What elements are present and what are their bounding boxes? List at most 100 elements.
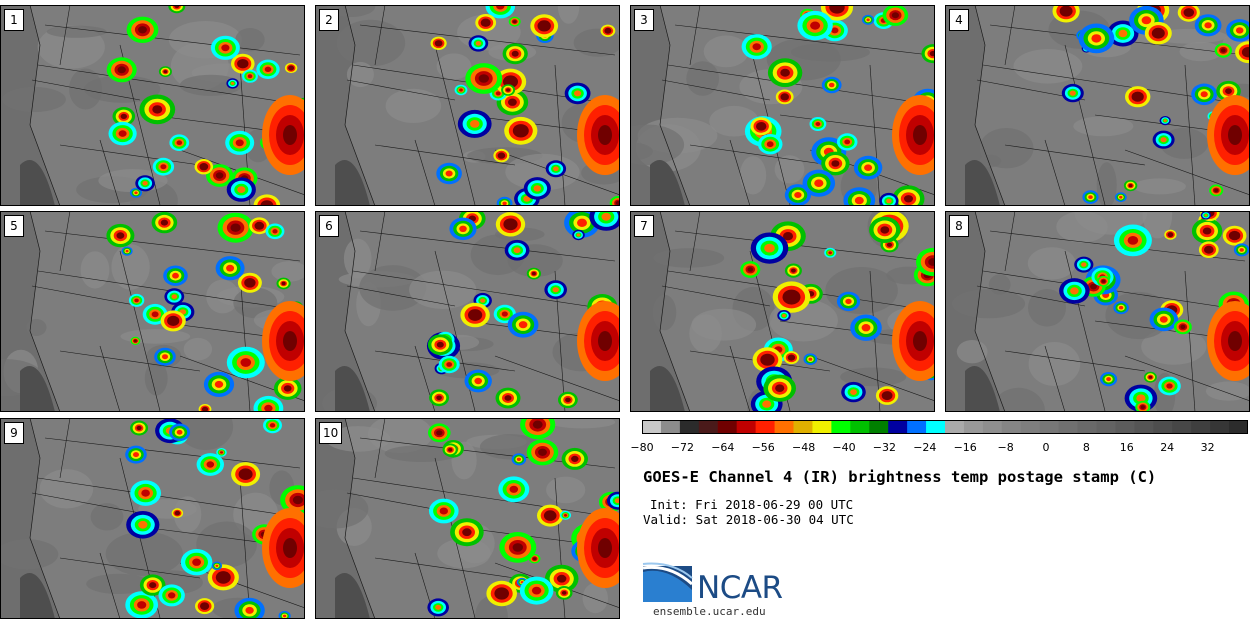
terrain-shade: [346, 61, 374, 88]
cloud-cell: [508, 98, 517, 106]
colorbar-swatch: [1191, 420, 1211, 434]
state-border: [99, 345, 121, 412]
colorbar-tick: −80: [630, 441, 654, 454]
cloud-cell: [497, 589, 506, 598]
storm-complex: [283, 538, 297, 558]
ir-map: [630, 211, 935, 412]
cloud-cell: [831, 27, 839, 34]
cloud-cell: [1118, 29, 1128, 38]
terrain-shade: [179, 74, 242, 96]
ir-map: [0, 211, 305, 412]
cloud-cell: [176, 140, 183, 145]
cloud-cell: [264, 66, 272, 72]
cloud-cell: [561, 591, 567, 595]
terrain-shade: [343, 238, 372, 279]
cloud-cell: [808, 357, 813, 361]
panel-frame: [315, 5, 620, 206]
cloud-cell: [886, 198, 892, 204]
state-border: [44, 24, 301, 56]
state-border: [59, 144, 201, 166]
map-panel: 8: [945, 211, 1250, 412]
state-border: [59, 418, 71, 479]
terrain-shade: [335, 160, 370, 206]
terrain-shade: [2, 86, 66, 113]
cloud-cell: [1159, 316, 1168, 323]
colorbar-swatch: [1096, 420, 1116, 434]
storm-complex: [1228, 125, 1242, 145]
cloud-cell: [160, 219, 168, 226]
cloud-cell: [1134, 93, 1142, 100]
terrain-shade: [0, 539, 59, 570]
cloud-cell: [786, 292, 797, 302]
cloud-cell: [502, 201, 507, 206]
cloud-cell: [436, 395, 442, 401]
cloud-cell: [247, 74, 253, 79]
state-border: [374, 211, 386, 272]
terrain-shade: [39, 469, 94, 509]
cloud-cell: [446, 362, 453, 367]
colorbar-swatch: [698, 420, 719, 434]
colorbar-tick: 24: [1160, 441, 1175, 454]
cloud-cell: [215, 172, 224, 179]
cloud-cell: [214, 380, 224, 388]
terrain-shade: [1027, 247, 1076, 280]
cloud-cell: [226, 264, 235, 272]
cloud-cell: [471, 311, 480, 319]
cloud-cell: [504, 395, 512, 401]
figure-title: GOES-E Channel 4 (IR) brightness temp po…: [643, 468, 1157, 486]
state-border: [59, 350, 201, 372]
cloud-cell: [1140, 405, 1145, 409]
colorbar-swatch: [869, 420, 889, 434]
cloud-cell: [1127, 236, 1139, 245]
cloud-cell: [138, 520, 148, 529]
terrain-shade: [652, 294, 677, 331]
ncar-logo-icon: [642, 562, 694, 602]
cloud-cell: [533, 557, 537, 560]
cloud-cell: [256, 223, 263, 229]
init-time: Init: Fri 2018-06-29 00 UTC: [650, 497, 854, 512]
cloud-cell: [230, 223, 241, 232]
cloud-cell: [565, 397, 571, 403]
coastline: [344, 211, 376, 412]
state-border: [1124, 355, 1250, 402]
colorbar-tick: −24: [913, 441, 937, 454]
cloud-cell: [764, 243, 775, 253]
colorbar-ticks: −80 −72 −64 −56 −48 −40 −32 −24 −16 −8 0…: [630, 441, 1248, 455]
site-url: ensemble.ucar.edu: [653, 605, 766, 618]
ocean-area: [315, 5, 375, 206]
terrain-shade: [177, 418, 234, 450]
cloud-cell: [557, 574, 567, 583]
cloud-cell: [518, 321, 528, 329]
terrain-shade: [965, 366, 1000, 412]
colorbar-tick: −8: [997, 441, 1014, 454]
terrain-shade: [630, 124, 685, 166]
cloud-cell: [928, 258, 935, 266]
cloud-cell: [1214, 188, 1219, 193]
map-panel: 6: [315, 211, 620, 412]
ir-map: [315, 418, 620, 619]
coastline: [974, 211, 1006, 412]
colorbar-tick: 8: [1082, 441, 1090, 454]
cloud-cell: [782, 94, 788, 99]
cloud-cell: [1235, 27, 1244, 34]
cloud-cell: [1168, 233, 1173, 237]
cloud-cell: [292, 495, 303, 505]
cloud-cell: [241, 470, 250, 478]
cloud-cell: [215, 564, 219, 567]
coastline: [659, 211, 691, 412]
state-border: [37, 64, 305, 106]
state-border: [1064, 250, 1106, 412]
cloud-cell: [553, 166, 559, 172]
colorbar-swatch: [963, 420, 984, 434]
ocean-area: [315, 211, 375, 412]
cloud-cell: [1206, 247, 1212, 252]
cloud-cell: [1101, 279, 1106, 283]
state-border: [31, 492, 141, 514]
colorbar-swatch: [1077, 420, 1097, 434]
terrain-shade: [315, 489, 369, 529]
cloud-cell: [501, 311, 508, 317]
cloud-cell: [605, 29, 610, 33]
colorbar-tick: 0: [1042, 441, 1050, 454]
cloud-cell: [480, 298, 486, 303]
ir-map: [315, 5, 620, 206]
